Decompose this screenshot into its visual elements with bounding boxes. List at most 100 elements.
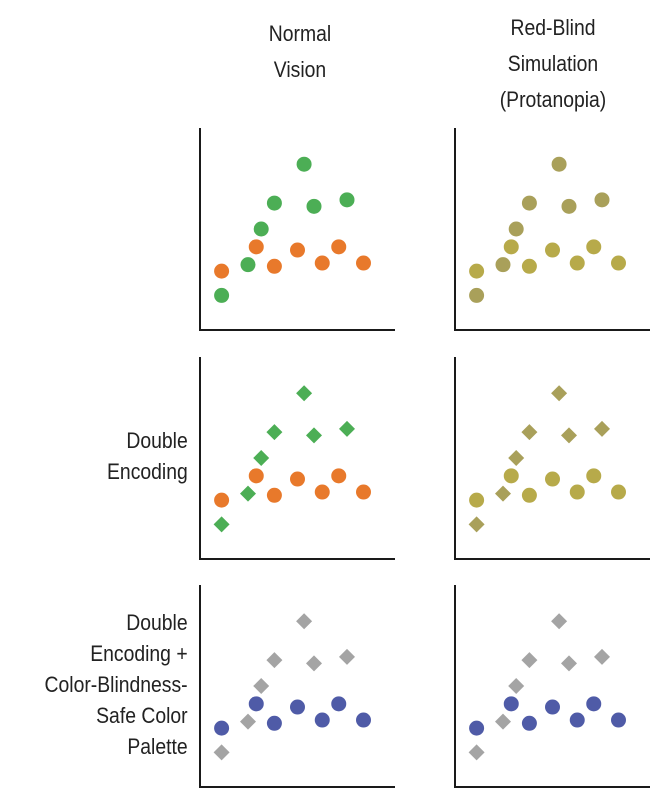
group-a-diamond-point [551, 385, 568, 402]
group-b-circle-point [569, 484, 585, 500]
group-a-diamond-point [561, 655, 577, 672]
group-b-circle-point [545, 471, 560, 487]
group-b-circle-point [214, 263, 230, 279]
group-a-circle-point [508, 221, 524, 237]
group-a-circle-point [214, 287, 230, 303]
group-a-diamond-point [306, 427, 322, 444]
group-a-circle-point [253, 221, 269, 237]
group-b-circle-point [545, 699, 560, 715]
group-b-circle-point [214, 492, 230, 508]
group-a-diamond-point [240, 485, 256, 502]
scatter-panel-r1-c1 [454, 357, 650, 560]
group-a-diamond-point [266, 424, 283, 441]
group-a-circle-point [594, 192, 610, 208]
column-title-line: Vision [273, 57, 327, 82]
scatter-panel-r1-c0 [199, 357, 395, 560]
group-a-diamond-point [253, 678, 270, 694]
group-a-circle-point [551, 156, 567, 172]
group-b-circle-point [611, 484, 626, 500]
group-a-diamond-point [213, 744, 230, 761]
axis-lines [454, 357, 650, 560]
group-b-circle-point [586, 239, 602, 255]
group-a-circle-point [521, 195, 537, 211]
group-b-circle-point [248, 696, 264, 712]
group-b-circle-point [503, 239, 519, 255]
group-b-circle-point [503, 696, 519, 712]
row-label-safe-palette: Double Encoding + Color-Blindness- Safe … [45, 607, 188, 762]
group-b-circle-point [356, 712, 371, 728]
group-a-circle-point [296, 156, 312, 172]
group-a-diamond-point [521, 424, 538, 441]
scatter-panel-r2-c0 [199, 585, 395, 788]
group-b-circle-point [469, 492, 485, 508]
group-a-diamond-point [508, 450, 525, 466]
group-b-circle-point [266, 258, 282, 274]
group-b-circle-point [290, 471, 305, 487]
group-b-circle-point [314, 255, 330, 271]
group-a-circle-point [495, 257, 511, 273]
group-a-diamond-point [240, 713, 256, 730]
group-b-circle-point [356, 255, 371, 271]
group-b-circle-point [569, 712, 585, 728]
group-b-circle-point [290, 242, 305, 258]
group-a-diamond-point [594, 648, 610, 665]
group-b-circle-point [469, 720, 485, 736]
group-b-circle-point [214, 720, 230, 736]
group-b-circle-point [266, 715, 282, 731]
group-b-circle-point [545, 242, 560, 258]
group-b-circle-point [331, 239, 347, 255]
group-a-diamond-point [594, 420, 610, 437]
axis-lines [199, 585, 395, 788]
row-label-double-encoding: Double Encoding [107, 425, 188, 487]
group-b-circle-point [248, 468, 264, 484]
group-a-diamond-point [266, 652, 283, 669]
group-b-circle-point [611, 712, 626, 728]
group-b-circle-point [314, 484, 330, 500]
group-a-diamond-point [213, 516, 230, 533]
group-b-circle-point [469, 263, 485, 279]
group-b-circle-point [521, 715, 537, 731]
group-b-circle-point [266, 487, 282, 503]
group-a-diamond-point [521, 652, 538, 669]
row-label-line: Double [126, 610, 188, 635]
group-a-diamond-point [339, 420, 355, 437]
group-a-circle-point [561, 198, 577, 214]
group-b-circle-point [586, 468, 602, 484]
group-a-circle-point [469, 287, 485, 303]
group-b-circle-point [314, 712, 330, 728]
axis-lines [454, 585, 650, 788]
group-a-diamond-point [306, 655, 322, 672]
axis-lines [199, 128, 395, 331]
group-a-circle-point [339, 192, 355, 208]
row-label-line: Encoding [107, 459, 188, 484]
group-a-diamond-point [468, 516, 485, 533]
group-a-circle-point [266, 195, 282, 211]
group-a-diamond-point [508, 678, 525, 694]
group-a-circle-point [240, 257, 256, 273]
row-label-line: Encoding + [90, 641, 188, 666]
group-b-circle-point [290, 699, 305, 715]
column-title-line: Normal [268, 21, 332, 46]
group-a-diamond-point [253, 450, 270, 466]
row-label-line: Double [126, 428, 188, 453]
group-a-diamond-point [339, 648, 355, 665]
column-title-line: Simulation [507, 51, 599, 76]
group-b-circle-point [503, 468, 519, 484]
scatter-panel-r0-c1 [454, 128, 650, 331]
group-b-circle-point [331, 696, 347, 712]
scatter-panel-r2-c1 [454, 585, 650, 788]
column-title-red-blind: Red-Blind Simulation (Protanopia) [465, 10, 641, 118]
scatter-panel-r0-c0 [199, 128, 395, 331]
group-b-circle-point [586, 696, 602, 712]
group-b-circle-point [331, 468, 347, 484]
row-label-line: Safe Color [96, 703, 188, 728]
column-title-normal-vision: Normal Vision [212, 16, 388, 88]
group-b-circle-point [521, 487, 537, 503]
group-a-diamond-point [551, 613, 568, 630]
row-label-line: Palette [127, 734, 188, 759]
group-b-circle-point [569, 255, 585, 271]
group-a-diamond-point [495, 485, 511, 502]
group-b-circle-point [611, 255, 626, 271]
group-b-circle-point [248, 239, 264, 255]
